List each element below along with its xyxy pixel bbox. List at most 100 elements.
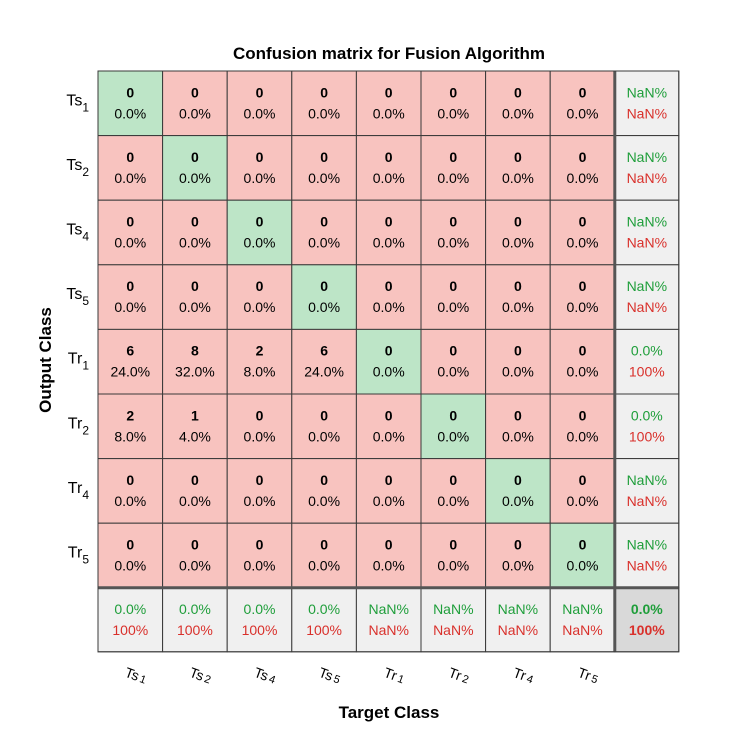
matrix-cell: [97, 199, 164, 266]
cell-percent: 0.0%: [437, 364, 469, 380]
col-summary-incorrect: 100%: [177, 622, 213, 638]
matrix-cell: [485, 522, 551, 589]
x-tick-label: Ts1: [123, 664, 149, 687]
cell-percent: 8.0%: [244, 364, 276, 380]
matrix-cell: [549, 458, 616, 524]
cell-percent: 0.0%: [567, 235, 599, 251]
cell-percent: 0.0%: [244, 170, 276, 186]
x-tick-label: Ts2: [187, 664, 213, 687]
col-summary-cell: [97, 587, 164, 653]
col-summary-incorrect: NaN%: [433, 622, 473, 638]
cell-percent: 0.0%: [373, 558, 405, 574]
cell-percent: 0.0%: [179, 558, 211, 574]
cell-percent: 0.0%: [373, 235, 405, 251]
cell-count: 0: [579, 84, 587, 100]
row-summary-incorrect: 100%: [629, 428, 665, 444]
cell-percent: 0.0%: [567, 364, 599, 380]
cell-count: 0: [385, 214, 393, 230]
cell-percent: 0.0%: [114, 170, 146, 186]
cell-count: 0: [579, 278, 587, 294]
matrix-cell: [226, 70, 293, 137]
cell-count: 0: [191, 149, 199, 165]
row-summary-cell: [614, 393, 680, 460]
x-tick-label: Tr2: [446, 664, 471, 686]
matrix-cell: [549, 135, 616, 201]
matrix-cell: [291, 135, 357, 201]
matrix-cell: [420, 522, 487, 589]
cell-count: 0: [126, 278, 134, 294]
row-summary-correct: NaN%: [627, 278, 667, 294]
overall-cell: [614, 587, 680, 653]
cell-count: 8: [191, 343, 199, 359]
x-tick-label: Tr4: [511, 664, 536, 686]
cell-count: 0: [449, 472, 457, 488]
cell-percent: 0.0%: [502, 364, 534, 380]
cell-count: 0: [514, 537, 522, 553]
cell-percent: 0.0%: [567, 170, 599, 186]
matrix-cell: [485, 135, 551, 201]
overall-correct: 0.0%: [631, 601, 663, 617]
cell-percent: 0.0%: [179, 493, 211, 509]
cell-count: 0: [191, 537, 199, 553]
cell-count: 1: [191, 407, 199, 423]
row-summary-incorrect: NaN%: [627, 299, 667, 315]
cell-count: 0: [385, 537, 393, 553]
matrix-cell: [291, 522, 357, 589]
matrix-cell: [291, 199, 357, 266]
cell-percent: 0.0%: [244, 428, 276, 444]
row-summary-incorrect: NaN%: [627, 235, 667, 251]
cell-count: 0: [126, 472, 134, 488]
cell-percent: 0.0%: [373, 364, 405, 380]
matrix-cell: [291, 458, 357, 524]
y-tick-label: Ts2: [66, 157, 89, 179]
cell-count: 0: [126, 537, 134, 553]
row-summary-incorrect: 100%: [629, 364, 665, 380]
row-summary-correct: NaN%: [627, 537, 667, 553]
col-summary-correct: 0.0%: [308, 601, 340, 617]
row-summary-incorrect: NaN%: [627, 493, 667, 509]
cell-percent: 0.0%: [373, 428, 405, 444]
cell-count: 0: [514, 472, 522, 488]
cell-percent: 0.0%: [308, 558, 340, 574]
cell-count: 0: [256, 472, 264, 488]
cell-count: 0: [579, 214, 587, 230]
row-summary-correct: 0.0%: [631, 407, 663, 423]
x-axis-label: Target Class: [338, 703, 440, 722]
cell-count: 0: [449, 214, 457, 230]
row-summary-correct: NaN%: [627, 84, 667, 100]
x-tick-label: Tr1: [382, 664, 407, 686]
col-summary-cell: [549, 587, 616, 653]
matrix-cell: [420, 264, 487, 330]
cell-count: 0: [191, 472, 199, 488]
cell-percent: 0.0%: [567, 558, 599, 574]
cell-count: 2: [256, 343, 264, 359]
cell-count: 0: [385, 84, 393, 100]
cell-count: 0: [579, 537, 587, 553]
cell-percent: 8.0%: [114, 428, 146, 444]
cell-count: 0: [579, 149, 587, 165]
matrix-cell: [162, 328, 228, 395]
cell-percent: 0.0%: [244, 105, 276, 121]
cell-percent: 0.0%: [373, 105, 405, 121]
y-tick-label: Ts4: [66, 222, 89, 244]
matrix-cell: [97, 70, 164, 137]
cell-count: 0: [320, 472, 328, 488]
cell-percent: 0.0%: [502, 105, 534, 121]
cell-count: 2: [126, 407, 134, 423]
cell-percent: 0.0%: [567, 493, 599, 509]
cell-count: 0: [449, 278, 457, 294]
y-tick-label: Ts5: [66, 286, 89, 308]
cell-count: 0: [514, 278, 522, 294]
cell-percent: 24.0%: [110, 364, 150, 380]
matrix-border: [97, 70, 680, 653]
x-tick-label: Tr5: [576, 664, 601, 686]
x-tick-label: Ts5: [317, 664, 343, 687]
cell-count: 0: [385, 278, 393, 294]
matrix-cell: [420, 70, 487, 137]
cell-count: 0: [320, 84, 328, 100]
matrix-cell: [485, 264, 551, 330]
matrix-cell: [97, 135, 164, 201]
col-summary-incorrect: NaN%: [368, 622, 408, 638]
cell-count: 0: [579, 407, 587, 423]
cell-count: 0: [126, 214, 134, 230]
